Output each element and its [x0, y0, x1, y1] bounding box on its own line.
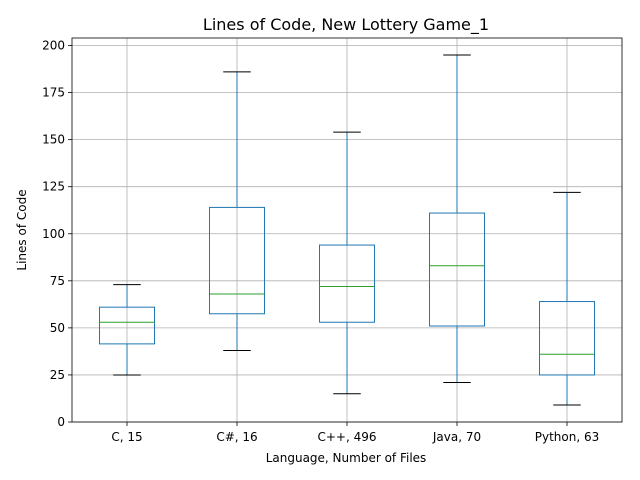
- axis-layer: 0 25 50 75 100 125 150 175 200 C, 15 C#, 16 C++, 49…: [42, 37, 623, 444]
- x-axis-label: Language, Number of Files: [266, 451, 427, 465]
- y-tick-label: 0: [57, 415, 65, 429]
- x-tick-label: C#, 16: [216, 430, 257, 444]
- box-group-4: [429, 54, 485, 383]
- x-tick-label: C++, 496: [317, 430, 376, 444]
- box-group-2: [209, 71, 265, 351]
- plot-frame: [71, 37, 623, 423]
- y-tick-label: 125: [42, 180, 65, 194]
- chart-title: Lines of Code, New Lottery Game_1: [203, 15, 489, 35]
- iqr-box: [319, 244, 375, 323]
- iqr-box: [539, 301, 595, 376]
- box-group-1: [99, 284, 155, 376]
- y-tick-label: 200: [42, 39, 65, 53]
- x-tick-label: C, 15: [111, 430, 142, 444]
- y-tick-label: 150: [42, 133, 65, 147]
- y-tick-label: 175: [42, 86, 65, 100]
- y-tick-label: 25: [50, 368, 65, 382]
- y-tick-label: 100: [42, 227, 65, 241]
- y-axis-label: Lines of Code: [15, 189, 29, 270]
- box-group-5: [539, 191, 595, 406]
- iqr-box: [429, 212, 485, 327]
- x-tick-label: Python, 63: [535, 430, 600, 444]
- iqr-box: [99, 306, 155, 345]
- box-layer: [99, 54, 595, 406]
- y-tick-label: 75: [50, 274, 65, 288]
- x-tick-label: Java, 70: [432, 430, 481, 444]
- iqr-box: [209, 206, 265, 315]
- y-tick-label: 50: [50, 321, 65, 335]
- box-group-3: [319, 131, 375, 395]
